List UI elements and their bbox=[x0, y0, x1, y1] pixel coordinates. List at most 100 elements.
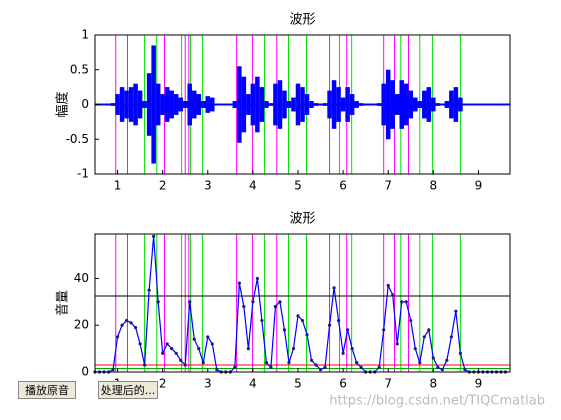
wave-envelope bbox=[250, 83, 256, 126]
volume-point bbox=[192, 337, 196, 341]
wave-envelope bbox=[119, 87, 125, 122]
wave-envelope bbox=[205, 96, 211, 113]
x-tick-label: 6 bbox=[339, 377, 347, 391]
volume-point bbox=[188, 300, 192, 304]
volume-point bbox=[427, 328, 431, 332]
wave-envelope bbox=[381, 83, 386, 126]
volume-point bbox=[120, 323, 124, 327]
volume-point bbox=[382, 328, 386, 332]
wave-envelope bbox=[453, 87, 459, 122]
wave-envelope bbox=[331, 80, 337, 129]
x-tick-label: 5 bbox=[294, 179, 302, 193]
volume-point bbox=[255, 276, 259, 281]
wave-envelope bbox=[349, 94, 355, 115]
volume-point bbox=[152, 234, 156, 238]
volume-point bbox=[449, 335, 453, 339]
x-tick-label: 9 bbox=[475, 377, 483, 391]
x-tick-label: 4 bbox=[249, 179, 257, 193]
wave-envelope bbox=[313, 103, 319, 106]
wave-envelope bbox=[169, 90, 174, 119]
x-tick-label: 6 bbox=[339, 179, 347, 193]
y-tick-label: 0.5 bbox=[70, 62, 89, 76]
volume-point bbox=[359, 365, 363, 369]
wave-envelope bbox=[128, 87, 134, 122]
x-tick-label: 5 bbox=[294, 377, 302, 391]
wave-envelope bbox=[232, 101, 238, 108]
volume-point bbox=[404, 300, 408, 304]
volume-point bbox=[296, 314, 300, 318]
volume-point bbox=[418, 361, 422, 365]
volume-point bbox=[260, 318, 264, 323]
volume-point bbox=[332, 286, 336, 290]
chart-title: 波形 bbox=[289, 212, 315, 227]
volume-point bbox=[323, 365, 327, 369]
wave-envelope bbox=[413, 97, 418, 112]
volume-point bbox=[341, 351, 345, 355]
volume-point bbox=[138, 342, 142, 346]
y-tick-label: -1 bbox=[77, 167, 89, 181]
volume-point bbox=[300, 318, 305, 323]
wave-envelope bbox=[345, 87, 350, 122]
volume-point bbox=[133, 325, 138, 330]
wave-envelope bbox=[196, 94, 202, 115]
volume-point bbox=[458, 351, 462, 355]
volume-point bbox=[197, 347, 201, 351]
x-tick-label: 4 bbox=[249, 377, 257, 391]
volume-point bbox=[391, 293, 395, 297]
volume-point bbox=[242, 304, 246, 309]
volume-point bbox=[400, 300, 404, 304]
volume-point bbox=[124, 318, 129, 323]
wave-envelope bbox=[309, 101, 314, 108]
volume-point bbox=[422, 335, 426, 339]
volume-point bbox=[165, 342, 169, 346]
wave-envelope bbox=[273, 83, 278, 126]
wave-envelope bbox=[191, 90, 197, 119]
y-tick-label: -0.5 bbox=[66, 132, 89, 146]
volume-point bbox=[395, 342, 399, 346]
volume-point bbox=[174, 351, 178, 355]
wave-envelope bbox=[268, 103, 274, 106]
wave-envelope bbox=[178, 97, 183, 112]
wave-envelope bbox=[444, 101, 450, 108]
wave-envelope bbox=[282, 90, 287, 119]
volume-point bbox=[440, 368, 444, 372]
wave-envelope bbox=[403, 83, 409, 126]
wave-envelope bbox=[417, 101, 423, 108]
volume-point bbox=[273, 304, 278, 309]
x-tick-label: 9 bbox=[475, 179, 483, 193]
volume-point bbox=[305, 332, 309, 337]
wave-envelope bbox=[422, 90, 427, 119]
volume-point bbox=[431, 356, 435, 360]
volume-point bbox=[318, 368, 323, 372]
volume-point bbox=[463, 368, 467, 372]
wave-envelope bbox=[237, 66, 242, 143]
volume-point bbox=[179, 358, 183, 362]
volume-point bbox=[454, 309, 458, 313]
volume-point bbox=[237, 281, 241, 285]
y-tick-label: 20 bbox=[74, 318, 89, 332]
x-tick-label: 1 bbox=[114, 179, 122, 193]
wave-envelope bbox=[376, 103, 382, 106]
volume-point bbox=[386, 283, 390, 288]
wave-envelope bbox=[142, 101, 147, 108]
play-original-button[interactable]: 播放原音 bbox=[18, 381, 76, 399]
volume-point bbox=[233, 365, 237, 369]
chart-title: 波形 bbox=[289, 13, 315, 28]
wave-envelope bbox=[354, 101, 359, 108]
volume-point bbox=[278, 300, 282, 304]
wave-envelope bbox=[449, 90, 454, 119]
wave-envelope bbox=[151, 45, 156, 164]
volume-point bbox=[327, 323, 332, 327]
y-axis-label: 幅度 bbox=[55, 91, 71, 117]
volume-point bbox=[377, 365, 381, 369]
wave-envelope bbox=[155, 83, 161, 126]
wave-envelope bbox=[295, 83, 301, 126]
volume-point bbox=[246, 347, 250, 351]
wave-envelope bbox=[255, 76, 260, 133]
play-processed-button[interactable]: 处理后的... bbox=[98, 381, 158, 399]
volume-point bbox=[282, 328, 287, 332]
wave-envelope bbox=[408, 90, 414, 119]
volume-point bbox=[143, 363, 147, 367]
volume-point bbox=[350, 347, 354, 351]
